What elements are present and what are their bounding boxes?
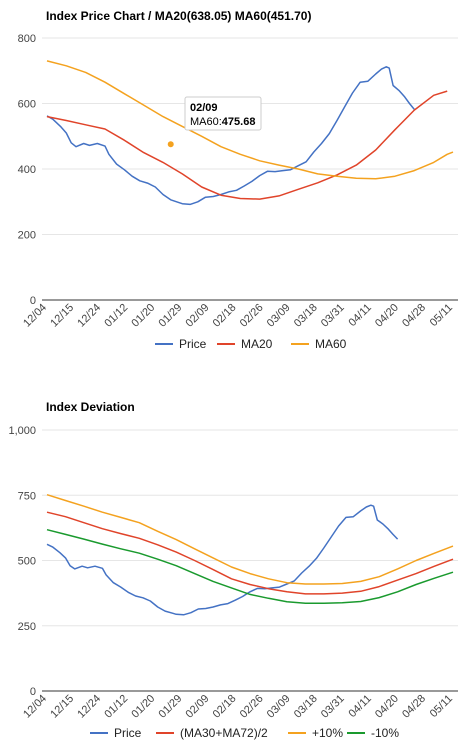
legend-label: Price bbox=[179, 337, 207, 351]
y-tick-label: 600 bbox=[18, 99, 36, 111]
tooltip-point[interactable] bbox=[167, 141, 174, 148]
price-chart: Index Price Chart / MA20(638.05) MA60(45… bbox=[18, 9, 458, 351]
tooltip-value: 475.68 bbox=[222, 116, 256, 128]
x-tick-label: 02/18 bbox=[211, 302, 239, 330]
x-tick-label: 04/20 bbox=[373, 302, 401, 330]
x-tick-label: 01/12 bbox=[102, 302, 130, 330]
legend-label: -10% bbox=[371, 726, 399, 740]
legend-label: +10% bbox=[312, 726, 343, 740]
tooltip-box bbox=[184, 96, 262, 131]
x-tick-label: 04/20 bbox=[373, 693, 401, 721]
chart-title: Index Price Chart / MA20(638.05) MA60(45… bbox=[46, 9, 311, 23]
series-line bbox=[46, 493, 454, 585]
y-tick-label: 250 bbox=[18, 621, 36, 633]
x-tick-label: 02/26 bbox=[238, 302, 266, 330]
legend-label: Price bbox=[114, 726, 142, 740]
x-tick-label: 05/11 bbox=[428, 302, 455, 329]
x-tick-label: 03/31 bbox=[319, 302, 347, 330]
x-tick-label: 04/11 bbox=[347, 693, 374, 720]
legend-label: MA60 bbox=[315, 337, 347, 351]
legend: Price MA20 MA60 bbox=[155, 337, 347, 351]
x-tick-label: 02/18 bbox=[211, 693, 239, 721]
x-tick-label: 03/09 bbox=[265, 693, 293, 721]
x-tick-label: 04/28 bbox=[400, 693, 428, 721]
x-tick-label: 02/26 bbox=[238, 693, 266, 721]
series-line bbox=[46, 511, 454, 595]
x-tick-label: 12/04 bbox=[21, 693, 49, 721]
x-tick-label: 03/31 bbox=[319, 693, 347, 721]
x-tick-label: 02/09 bbox=[184, 302, 212, 330]
x-tick-label: 01/29 bbox=[157, 302, 185, 330]
tooltip: 02/09 MA60:475.68 bbox=[184, 96, 262, 131]
tooltip-date: 02/09 bbox=[190, 102, 218, 114]
chart-title: Index Deviation bbox=[46, 400, 135, 414]
y-tick-label: 400 bbox=[18, 164, 36, 176]
tooltip-series-label: MA60: bbox=[190, 116, 222, 128]
legend-label: (MA30+MA72)/2 bbox=[180, 726, 268, 740]
series-line bbox=[46, 528, 454, 605]
legend-label: MA20 bbox=[241, 337, 273, 351]
x-tick-label: 05/11 bbox=[428, 693, 455, 720]
x-tick-label: 01/29 bbox=[157, 693, 185, 721]
series-line bbox=[46, 66, 415, 206]
x-tick-label: 03/09 bbox=[265, 302, 293, 330]
y-tick-label: 500 bbox=[18, 556, 36, 568]
x-tick-label: 03/18 bbox=[292, 693, 320, 721]
y-tick-label: 200 bbox=[18, 230, 36, 242]
x-tick-label: 01/20 bbox=[129, 302, 157, 330]
y-tick-label: 800 bbox=[18, 33, 36, 45]
x-tick-label: 12/24 bbox=[75, 693, 103, 721]
x-tick-label: 12/15 bbox=[48, 302, 76, 330]
y-tick-label: 750 bbox=[18, 490, 36, 502]
series-line bbox=[46, 60, 454, 180]
tooltip-value-line: MA60:475.68 bbox=[190, 116, 255, 128]
x-tick-label: 12/15 bbox=[48, 693, 76, 721]
x-tick-label: 04/28 bbox=[400, 302, 428, 330]
y-tick-label: 1,000 bbox=[8, 425, 36, 437]
y-tick-label: 0 bbox=[30, 295, 36, 307]
y-tick-label: 0 bbox=[30, 686, 36, 698]
series-line bbox=[46, 90, 448, 200]
x-tick-label: 12/24 bbox=[75, 302, 103, 330]
x-tick-label: 03/18 bbox=[292, 302, 320, 330]
x-tick-label: 04/11 bbox=[347, 302, 374, 329]
series-line bbox=[46, 504, 399, 616]
x-tick-label: 02/09 bbox=[184, 693, 212, 721]
x-tick-label: 01/20 bbox=[129, 693, 157, 721]
legend: Price (MA30+MA72)/2 +10% -10% bbox=[90, 726, 399, 740]
x-tick-label: 12/04 bbox=[21, 302, 49, 330]
x-tick-label: 01/12 bbox=[102, 693, 130, 721]
